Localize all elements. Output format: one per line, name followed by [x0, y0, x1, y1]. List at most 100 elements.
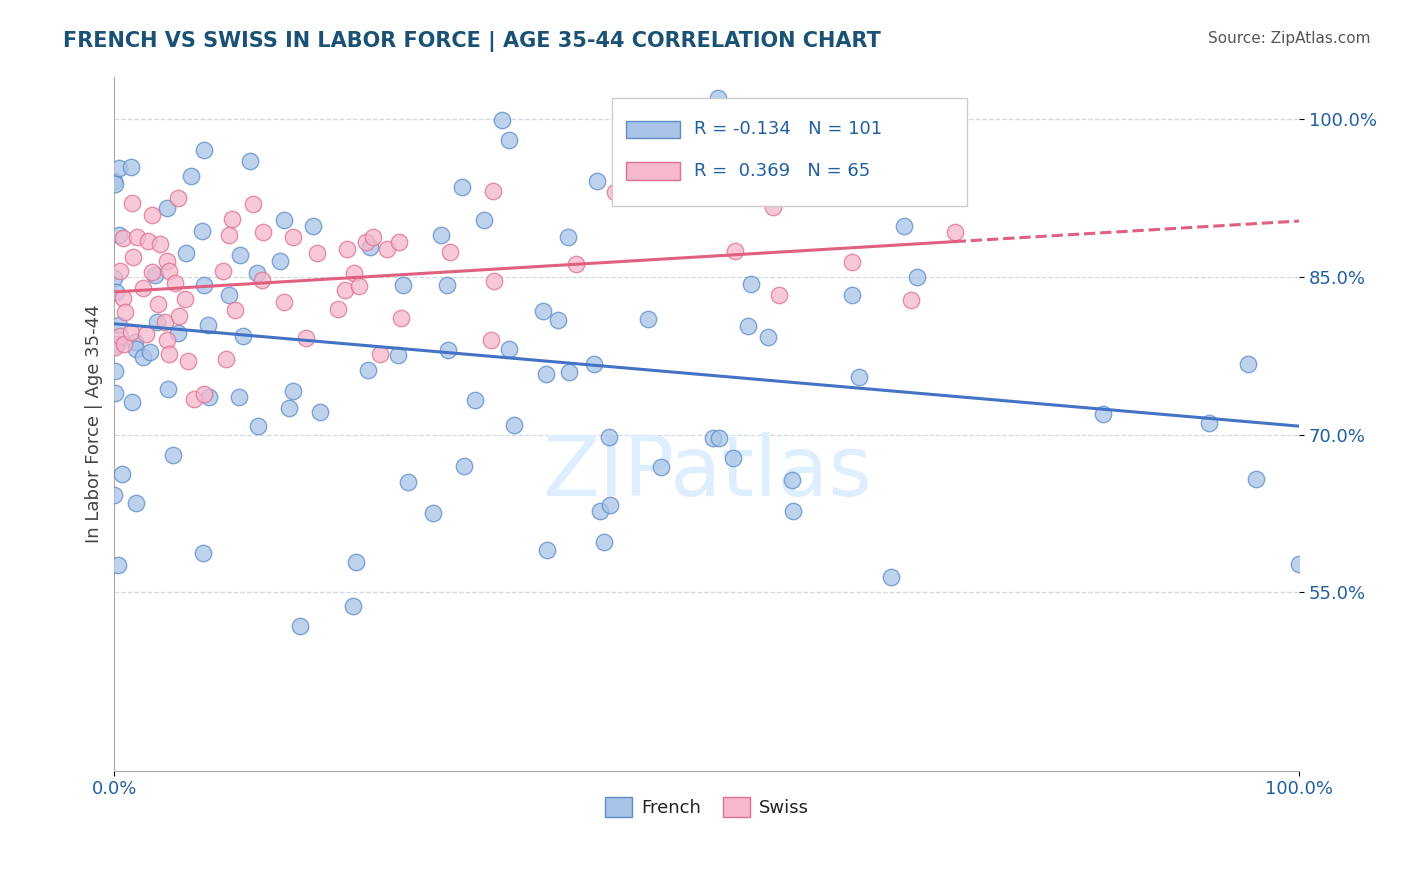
Point	[436, 277, 458, 292]
Point	[103, 488, 125, 502]
Point	[637, 312, 659, 326]
Point	[498, 342, 520, 356]
Point	[336, 243, 359, 257]
Point	[149, 237, 172, 252]
Point	[707, 91, 730, 105]
Point	[167, 326, 190, 341]
Point	[139, 345, 162, 359]
Point	[273, 213, 295, 227]
Point	[252, 225, 274, 239]
FancyBboxPatch shape	[626, 120, 679, 138]
Point	[599, 498, 621, 512]
Point	[136, 234, 159, 248]
Point	[905, 269, 928, 284]
Point	[347, 279, 370, 293]
Point	[387, 348, 409, 362]
Point	[484, 274, 506, 288]
Point	[162, 448, 184, 462]
Point	[592, 535, 614, 549]
FancyBboxPatch shape	[626, 162, 679, 179]
Point	[112, 337, 135, 351]
Point	[295, 331, 318, 345]
Point	[155, 253, 177, 268]
Point	[848, 369, 870, 384]
Point	[841, 255, 863, 269]
Point	[586, 174, 609, 188]
Point	[125, 342, 148, 356]
Point	[589, 504, 612, 518]
Point	[437, 343, 460, 358]
Point	[121, 196, 143, 211]
Point	[198, 390, 221, 404]
Point	[120, 325, 142, 339]
Point	[108, 161, 131, 175]
Point	[357, 362, 380, 376]
Point	[269, 254, 291, 268]
Point	[174, 292, 197, 306]
Point	[122, 250, 145, 264]
Point	[702, 431, 724, 445]
Point	[565, 257, 588, 271]
Point	[146, 297, 169, 311]
Point	[120, 160, 142, 174]
Point	[389, 311, 412, 326]
Point	[111, 467, 134, 481]
Point	[388, 235, 411, 249]
Point	[430, 228, 453, 243]
Point	[598, 430, 620, 444]
Point	[224, 303, 246, 318]
Point	[114, 305, 136, 319]
Point	[943, 225, 966, 239]
Point	[531, 303, 554, 318]
Point	[193, 386, 215, 401]
Point	[472, 213, 495, 227]
Point	[273, 294, 295, 309]
Point	[229, 247, 252, 261]
Point	[135, 326, 157, 341]
Point	[396, 475, 419, 489]
Point	[880, 570, 903, 584]
Point	[218, 227, 240, 242]
Point	[232, 329, 254, 343]
Point	[343, 266, 366, 280]
Point	[108, 318, 131, 332]
Point	[104, 363, 127, 377]
Point	[183, 392, 205, 407]
Point	[124, 334, 146, 349]
Point	[143, 268, 166, 282]
Point	[166, 191, 188, 205]
Point	[1288, 557, 1310, 571]
Point	[239, 153, 262, 168]
Point	[103, 270, 125, 285]
Point	[124, 496, 146, 510]
Point	[157, 382, 180, 396]
Point	[174, 245, 197, 260]
Point	[558, 365, 581, 379]
Point	[422, 506, 444, 520]
Point	[547, 313, 569, 327]
Point	[193, 143, 215, 157]
Point	[491, 112, 513, 127]
Point	[305, 246, 328, 260]
Point	[301, 219, 323, 233]
Text: R =  0.369   N = 65: R = 0.369 N = 65	[693, 162, 870, 180]
Point	[169, 309, 191, 323]
Point	[125, 230, 148, 244]
Point	[756, 330, 779, 344]
Point	[110, 264, 132, 278]
Point	[105, 285, 128, 299]
Point	[723, 450, 745, 465]
Point	[157, 346, 180, 360]
Point	[900, 293, 922, 308]
Point	[344, 555, 367, 569]
Point	[368, 347, 391, 361]
Point	[627, 182, 650, 196]
Point	[502, 418, 524, 433]
Point	[104, 340, 127, 354]
Point	[191, 546, 214, 560]
Point	[180, 169, 202, 183]
Point	[246, 266, 269, 280]
Text: ZIPatlas: ZIPatlas	[541, 432, 872, 513]
Point	[108, 328, 131, 343]
Point	[132, 351, 155, 365]
